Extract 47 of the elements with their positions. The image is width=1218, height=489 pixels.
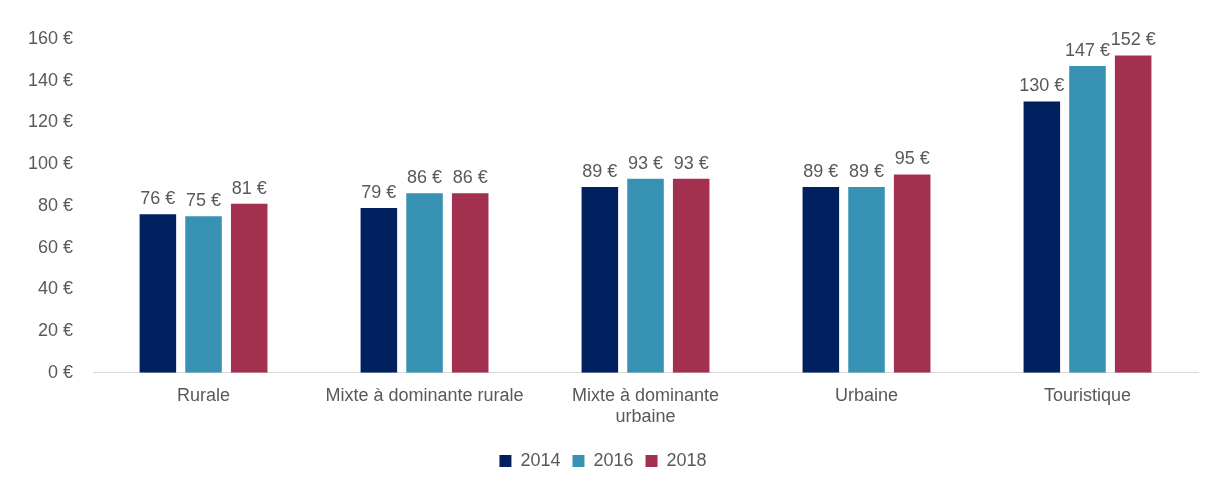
x-tick-label: Rurale [177,384,231,405]
y-tick-label: 0 € [48,361,74,382]
data-label: 93 € [673,152,709,173]
data-label: 89 € [848,160,885,181]
y-tick-label: 40 € [38,278,74,299]
legend-label: 2018 [666,449,707,470]
bar [185,216,222,373]
y-tick-label: 100 € [28,153,74,174]
data-label: 86 € [452,167,488,188]
data-label: 76 € [140,188,176,209]
legend-label: 2016 [593,449,634,470]
x-tick-label: Mixte à dominante urbaine [571,384,720,427]
y-tick-label: 140 € [28,69,74,90]
bar [230,203,268,373]
data-label: 86 € [407,167,443,188]
bar [848,187,885,373]
data-label: 95 € [894,148,930,169]
data-label: 152 € [1110,29,1156,50]
data-label: 147 € [1064,39,1111,60]
bar [1069,65,1106,373]
legend-label: 2014 [520,449,561,470]
bar [1023,101,1061,373]
data-label: 81 € [231,177,267,198]
bar [627,178,664,373]
data-label: 89 € [803,160,839,181]
bar [1114,55,1152,373]
data-label: 75 € [186,190,222,211]
x-tick-label: Urbaine [834,384,899,405]
bar [360,207,398,373]
data-label: 89 € [582,160,618,181]
bar [139,214,177,373]
bar [406,193,443,373]
y-tick-label: 60 € [38,236,74,257]
bar [451,193,489,373]
data-label: 79 € [361,181,397,202]
y-tick-label: 160 € [28,27,74,48]
data-label: 93 € [628,152,664,173]
y-tick-label: 20 € [38,320,74,341]
x-tick-label: Touristique [1043,384,1132,405]
x-tick-label: Mixte à dominante rurale [325,384,524,405]
bar [581,187,619,373]
bar [802,187,840,373]
bar [672,178,710,373]
data-label: 130 € [1019,75,1065,96]
bar [893,174,931,373]
y-tick-label: 80 € [38,194,74,215]
y-tick-label: 120 € [28,111,74,132]
